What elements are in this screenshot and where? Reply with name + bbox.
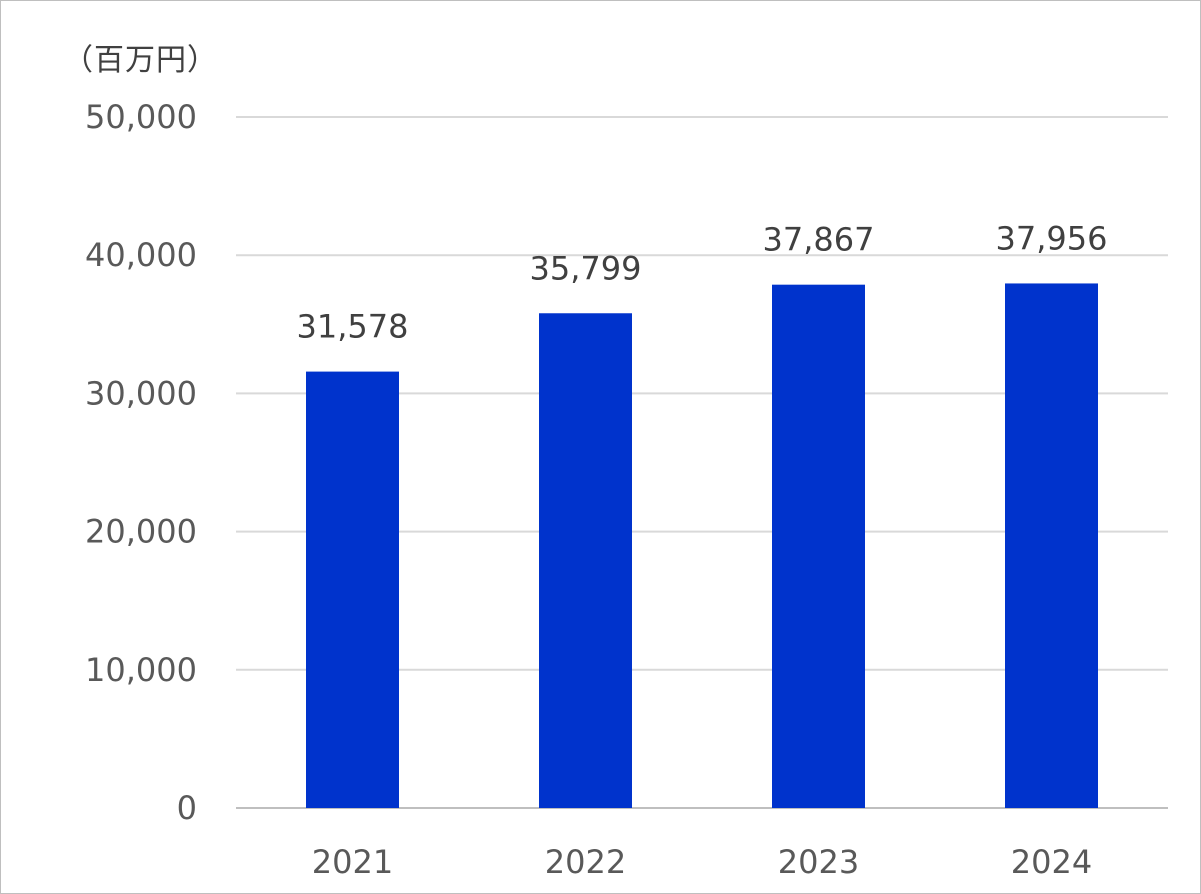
bar-2023 [772,284,865,808]
x-tick-label: 2024 [1011,843,1092,881]
y-tick-label: 10,000 [85,651,197,689]
x-tick-label: 2022 [545,843,626,881]
data-label: 37,956 [996,219,1108,257]
y-tick-label: 20,000 [85,513,197,551]
y-tick-label: 0 [177,789,197,827]
bar-2021 [306,371,399,808]
y-axis-unit-label: （百万円） [63,43,218,78]
data-label: 31,578 [297,308,409,346]
data-label: 37,867 [763,221,875,259]
x-tick-label: 2021 [312,843,393,881]
bar-2022 [539,313,632,808]
bar-2024 [1005,283,1098,808]
y-tick-label: 30,000 [85,374,197,412]
y-tick-label: 50,000 [85,98,197,136]
x-tick-label: 2023 [778,843,859,881]
data-label: 35,799 [530,249,642,287]
y-tick-label: 40,000 [85,236,197,274]
